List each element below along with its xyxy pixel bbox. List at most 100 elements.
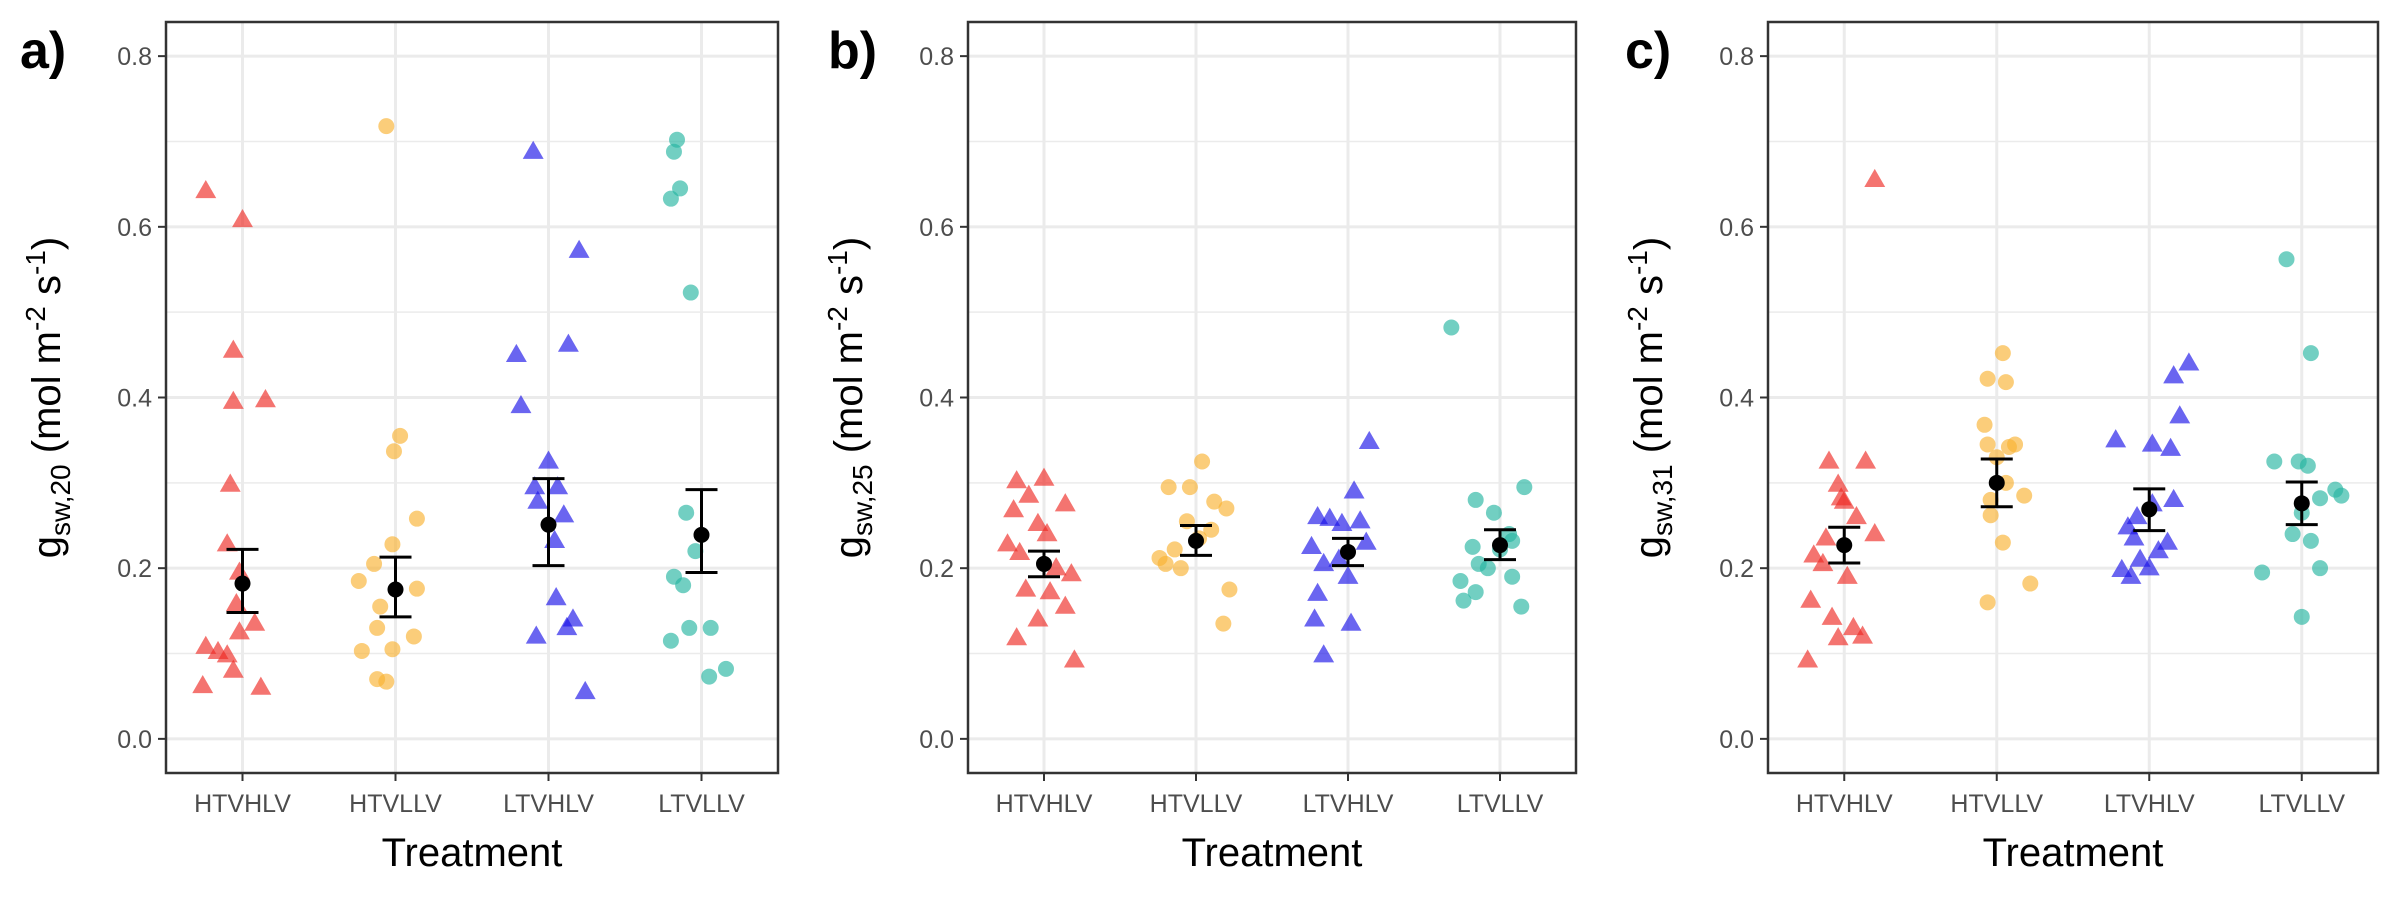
- data-point-ltvhlv: [574, 680, 596, 700]
- mean-point: [1988, 474, 2005, 491]
- data-point-htvhlv: [1815, 527, 1837, 546]
- y-tick-label: 0.2: [117, 555, 152, 583]
- data-point-ltvhlv: [1304, 608, 1326, 627]
- data-point-htvllv: [372, 598, 389, 615]
- data-point-htvhlv: [228, 561, 250, 580]
- x-tick-label: HTVHLV: [194, 790, 291, 818]
- data-point-ltvhlv: [568, 239, 590, 258]
- data-point-htvllv: [366, 555, 383, 572]
- data-point-htvhlv: [1063, 649, 1085, 668]
- data-point-ltvllv: [682, 284, 699, 301]
- data-point-htvhlv: [1006, 627, 1028, 646]
- y-tick-label: 0.8: [1719, 43, 1754, 71]
- data-point-ltvhlv: [2138, 557, 2160, 576]
- data-point-htvhlv: [250, 676, 272, 695]
- data-point-ltvhlv: [527, 490, 549, 509]
- data-point-ltvllv: [702, 619, 719, 636]
- data-point-htvhlv: [1803, 544, 1825, 563]
- data-point-ltvllv: [687, 543, 704, 560]
- data-point-ltvhlv: [538, 450, 559, 469]
- y-tick-label: 0.4: [919, 385, 954, 413]
- data-point-ltvllv: [1479, 560, 1496, 577]
- y-tick-label: 0.2: [1719, 555, 1754, 583]
- y-axis-label: gsw,25 (mol m-2 s-1): [822, 237, 878, 558]
- data-point-ltvhlv: [1313, 552, 1335, 572]
- data-point-ltvhlv: [556, 616, 578, 636]
- data-point-htvhlv: [1015, 578, 1037, 597]
- mean-point: [540, 516, 557, 533]
- data-point-ltvhlv: [553, 504, 575, 523]
- data-point-htvhlv: [1852, 625, 1873, 644]
- data-point-htvhlv: [1009, 541, 1031, 560]
- data-point-ltvhlv: [1319, 507, 1341, 526]
- data-point-htvhlv: [222, 339, 244, 358]
- data-point-ltvhlv: [2123, 527, 2145, 546]
- data-point-htvhlv: [195, 635, 217, 654]
- x-tick-label: LTVHLV: [2104, 790, 2195, 818]
- data-point-ltvhlv: [1355, 531, 1377, 550]
- data-point-htvhlv: [1821, 606, 1843, 625]
- data-point-ltvllv: [2266, 453, 2283, 470]
- data-point-htvhlv: [1855, 450, 1877, 469]
- y-tick-label: 0.2: [919, 555, 954, 583]
- y-tick-label: 0.0: [919, 726, 954, 754]
- data-point-htvhlv: [222, 659, 244, 678]
- data-point-ltvllv: [681, 619, 698, 636]
- x-axis-label: Treatment: [1983, 831, 2164, 875]
- data-point-ltvllv: [2333, 487, 2350, 504]
- data-point-htvhlv: [1833, 490, 1855, 509]
- y-tick-label: 0.4: [117, 385, 152, 413]
- data-point-ltvhlv: [1358, 430, 1380, 450]
- data-point-htvllv: [1221, 581, 1238, 598]
- data-point-htvhlv: [255, 389, 276, 408]
- data-point-htvhlv: [1827, 627, 1849, 646]
- data-point-htvhlv: [1812, 552, 1834, 572]
- mean-point: [2293, 495, 2310, 512]
- data-point-ltvllv: [1452, 572, 1469, 589]
- data-point-ltvllv: [2302, 532, 2319, 549]
- y-tick-label: 0.6: [117, 214, 152, 242]
- data-point-htvllv: [392, 427, 409, 444]
- data-point-ltvhlv: [2126, 505, 2148, 525]
- data-point-ltvhlv: [1313, 644, 1335, 663]
- data-point-htvhlv: [1027, 512, 1049, 531]
- data-point-htvllv: [1976, 416, 1993, 433]
- x-axis-label: Treatment: [382, 831, 563, 875]
- x-tick-label: HTVLLV: [1950, 790, 2043, 818]
- data-point-ltvllv: [678, 504, 695, 521]
- data-point-htvhlv: [244, 612, 266, 631]
- mean-point: [1188, 532, 1204, 549]
- x-tick-label: HTVHLV: [996, 790, 1093, 818]
- data-point-htvllv: [1997, 374, 2014, 391]
- panel-3: 0.0 0.2 0.4 0.6 0.8 HTVHLV HTVLLV LTVHLV LTVLLV T…: [1622, 20, 2380, 875]
- data-point-ltvllv: [2254, 564, 2271, 581]
- data-point-htvhlv: [1039, 581, 1061, 600]
- data-point-htvhlv: [1827, 473, 1849, 492]
- data-point-htvllv: [369, 619, 386, 636]
- data-point-htvhlv: [1045, 557, 1067, 576]
- data-point-ltvhlv: [1343, 480, 1365, 499]
- data-point-ltvllv: [1467, 584, 1484, 601]
- data-point-htvllv: [2022, 575, 2039, 592]
- data-point-htvhlv: [1060, 563, 1082, 582]
- panel-label: c): [1625, 22, 1671, 80]
- data-point-ltvhlv: [547, 476, 569, 495]
- panel-2: 0.0 0.2 0.4 0.6 0.8 HTVHLV HTVLLV LTVHLV LTVLLV T…: [822, 20, 1578, 875]
- x-tick-label: LTVLLV: [658, 790, 745, 818]
- data-point-ltvhlv: [522, 140, 544, 159]
- data-point-htvllv: [408, 580, 425, 597]
- data-point-ltvhlv: [2169, 405, 2191, 424]
- x-tick-label: LTVLLV: [2258, 790, 2345, 818]
- data-point-ltvllv: [662, 190, 679, 207]
- data-point-ltvhlv: [2111, 558, 2133, 578]
- data-point-htvllv: [1982, 507, 1999, 524]
- data-point-htvllv: [1218, 500, 1235, 517]
- data-point-ltvhlv: [2163, 365, 2185, 384]
- data-point-ltvhlv: [1301, 535, 1322, 554]
- data-point-ltvllv: [2312, 490, 2329, 507]
- data-point-ltvhlv: [1307, 582, 1329, 601]
- data-point-htvllv: [1979, 594, 1996, 611]
- data-point-ltvllv: [672, 180, 689, 197]
- data-point-ltvhlv: [2147, 540, 2169, 559]
